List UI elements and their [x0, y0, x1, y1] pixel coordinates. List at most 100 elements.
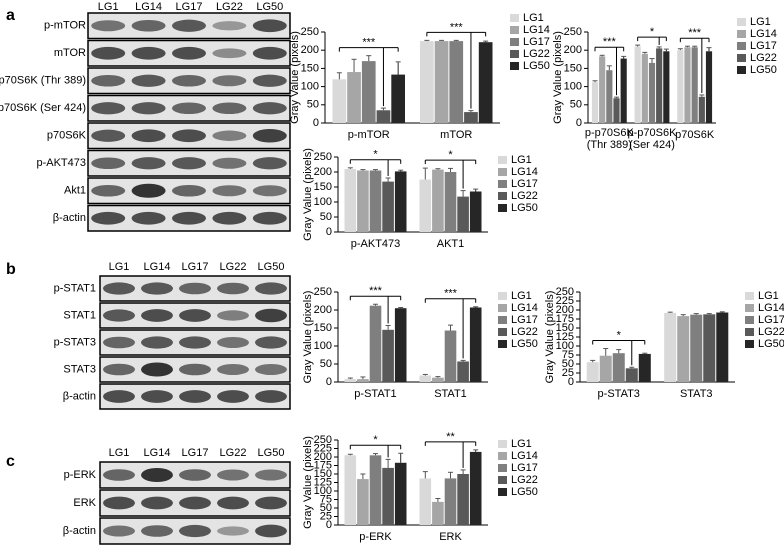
- legend-label: LG14: [511, 302, 538, 314]
- sig-label: ***: [603, 36, 617, 48]
- legend-label: LG17: [511, 314, 538, 326]
- sig-label: *: [650, 26, 655, 38]
- panel-label: b: [6, 261, 16, 278]
- bar: [382, 467, 394, 525]
- legend-label: LG50: [523, 60, 550, 72]
- blot-row-label: p-STAT3: [54, 336, 96, 348]
- x-tick-label: p-p70S6K (Ser 424): [628, 127, 678, 151]
- bar: [638, 353, 651, 382]
- bar: [457, 361, 469, 382]
- y-tick-label: 225: [314, 442, 332, 454]
- blot-band: [131, 102, 166, 115]
- blot-band: [131, 74, 166, 87]
- bar: [469, 451, 482, 525]
- y-tick-label: 50: [320, 211, 332, 223]
- x-tick-label: p-STAT1: [354, 388, 396, 400]
- legend-swatch: [498, 204, 507, 212]
- bar: [394, 308, 407, 382]
- legend-swatch: [498, 192, 507, 200]
- bar: [684, 47, 691, 124]
- blot-row-label: Akt1: [64, 185, 86, 197]
- y-tick-label: 75: [562, 349, 574, 361]
- lane-label: LG1: [109, 447, 130, 459]
- lane-label: LG50: [258, 447, 285, 459]
- blot-band: [131, 183, 166, 198]
- y-tick-label: 25: [320, 510, 332, 522]
- legend-label: LG14: [511, 166, 538, 178]
- blot-band: [212, 75, 247, 87]
- y-tick-label: 175: [556, 313, 574, 325]
- blot-band: [103, 496, 135, 510]
- y-axis-label: Gray Value (pixels): [289, 31, 301, 124]
- y-tick-label: 50: [562, 358, 574, 370]
- y-tick-label: 50: [570, 99, 582, 111]
- blot-band: [179, 336, 211, 349]
- blot-row-label: p-ERK: [64, 469, 97, 481]
- blot-row-label: STAT3: [63, 363, 96, 375]
- bar: [677, 316, 690, 382]
- bar: [357, 479, 369, 525]
- blot-row-label: STAT1: [63, 309, 96, 321]
- blot-band: [255, 469, 287, 481]
- blot-row-label: p70S6K: [47, 130, 87, 142]
- bar: [347, 72, 361, 123]
- lane-label: LG50: [258, 261, 285, 273]
- label-line: (Ser 424): [629, 139, 675, 151]
- blot-band: [252, 74, 287, 87]
- x-tick-label: AKT1: [437, 238, 465, 250]
- blot-row-label: β-actin: [63, 390, 96, 402]
- legend-swatch: [498, 292, 507, 300]
- bar: [444, 172, 457, 232]
- legend-swatch: [498, 316, 507, 324]
- legend-swatch: [737, 30, 746, 38]
- legend-label: LG17: [511, 462, 538, 474]
- blot-band: [172, 102, 206, 115]
- blot-band: [141, 336, 173, 349]
- legend-swatch: [498, 476, 507, 484]
- legend-label: LG1: [511, 154, 532, 166]
- blot-band: [217, 526, 249, 536]
- y-tick-label: 75: [320, 493, 332, 505]
- blot-band: [212, 157, 247, 169]
- x-tick-label: STAT3: [680, 388, 713, 400]
- bar: [599, 355, 612, 382]
- bar: [663, 51, 670, 123]
- y-tick-label: 50: [320, 502, 332, 514]
- blot-band: [252, 19, 287, 33]
- legend-swatch: [498, 156, 507, 164]
- x-tick-label: mTOR: [440, 129, 472, 141]
- y-tick-label: 250: [314, 151, 332, 163]
- blot-band: [141, 525, 173, 537]
- bar: [478, 42, 493, 123]
- bar: [648, 62, 656, 123]
- blot-band: [217, 337, 249, 348]
- sig-label: ***: [444, 288, 458, 300]
- bar: [625, 368, 638, 382]
- blot-band: [91, 74, 126, 87]
- panel-label: c: [6, 453, 15, 470]
- legend-swatch: [737, 66, 746, 74]
- blot-row-label: β-actin: [63, 525, 96, 537]
- blot-band: [255, 390, 287, 403]
- blot-band: [217, 469, 249, 481]
- blot-band: [141, 282, 173, 295]
- y-axis-label: Gray Value (pixels): [552, 31, 564, 124]
- lane-label: LG22: [216, 1, 243, 13]
- legend-label: LG14: [523, 24, 550, 36]
- blot-band: [172, 46, 206, 60]
- lane-label: LG14: [135, 1, 162, 13]
- blot-band: [141, 468, 173, 482]
- blot-band: [252, 211, 287, 225]
- legend-label: LG22: [750, 52, 777, 64]
- blot-row-label: p-mTOR: [44, 20, 86, 32]
- y-tick-label: 100: [314, 196, 332, 208]
- bar: [613, 98, 620, 123]
- bar: [464, 112, 478, 123]
- lane-label: LG17: [176, 1, 203, 13]
- y-axis-label: Gray Value (pixels): [302, 148, 314, 241]
- x-tick-label: ERK: [439, 531, 462, 543]
- blot-row-label: p-p70S6K (Ser 424): [0, 102, 86, 114]
- legend-label: LG50: [758, 338, 784, 350]
- bar: [357, 170, 369, 232]
- y-tick-label: 25: [562, 367, 574, 379]
